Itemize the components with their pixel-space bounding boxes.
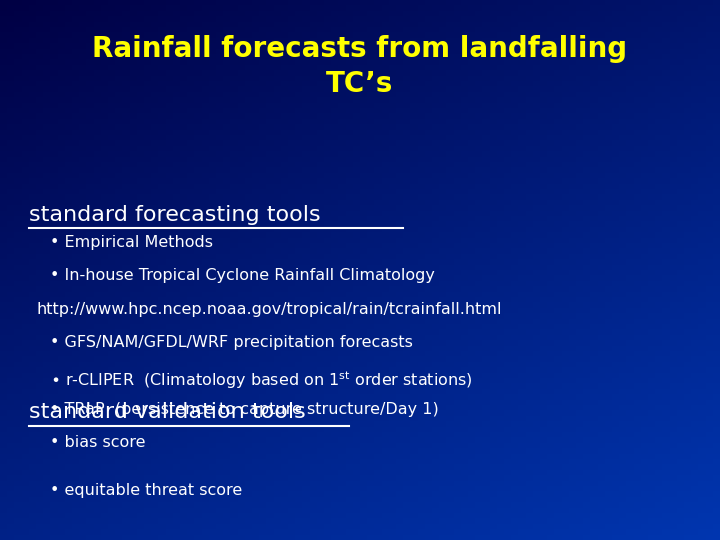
Text: • Empirical Methods: • Empirical Methods bbox=[50, 235, 213, 250]
Text: standard forecasting tools: standard forecasting tools bbox=[29, 205, 320, 225]
Text: • In-house Tropical Cyclone Rainfall Climatology: • In-house Tropical Cyclone Rainfall Cli… bbox=[50, 268, 436, 284]
Text: Rainfall forecasts from landfalling
TC’s: Rainfall forecasts from landfalling TC’s bbox=[92, 35, 628, 98]
Text: $\bullet$ r-CLIPER  (Climatology based on 1$^{\mathsf{st}}$ order stations): $\bullet$ r-CLIPER (Climatology based on… bbox=[50, 369, 473, 390]
Text: • GFS/NAM/GFDL/WRF precipitation forecasts: • GFS/NAM/GFDL/WRF precipitation forecas… bbox=[50, 335, 413, 350]
Text: http://www.hpc.ncep.noaa.gov/tropical/rain/tcrainfall.html: http://www.hpc.ncep.noaa.gov/tropical/ra… bbox=[36, 302, 502, 317]
Text: • bias score: • bias score bbox=[50, 435, 146, 450]
Text: standard validation tools: standard validation tools bbox=[29, 402, 305, 422]
Text: • equitable threat score: • equitable threat score bbox=[50, 483, 243, 498]
Text: • TRaP  (persistence to capture structure/Day 1): • TRaP (persistence to capture structure… bbox=[50, 402, 439, 417]
